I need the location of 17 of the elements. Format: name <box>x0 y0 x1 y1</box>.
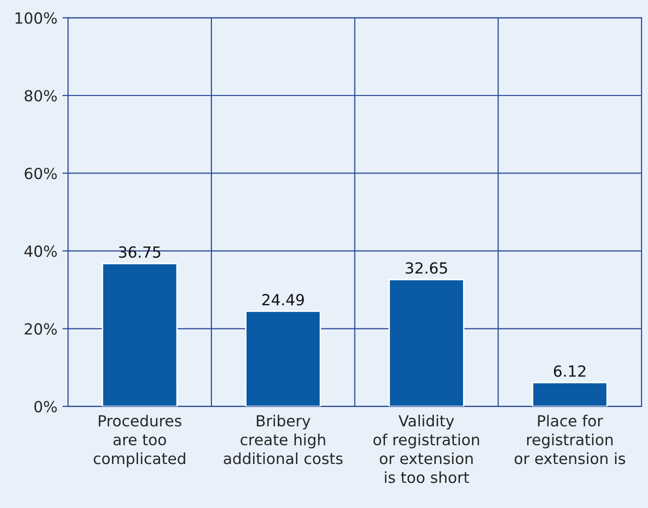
data-label: 6.12 <box>554 365 586 377</box>
y-tick-label: 20% <box>24 323 57 335</box>
data-label: 24.49 <box>262 294 304 306</box>
bar <box>532 382 608 406</box>
x-tick-label: Validity of registration or extension is too short <box>373 414 480 484</box>
bar <box>245 310 322 406</box>
y-tick-label: 80% <box>24 90 57 102</box>
y-tick-label: 100% <box>16 12 57 24</box>
x-tick-label: Bribery create high additional costs <box>224 414 343 464</box>
x-tick-label: Procedures are too complicated <box>94 414 186 468</box>
y-tick-label: 40% <box>24 245 57 257</box>
bar <box>102 262 178 406</box>
x-tick-label: Place for registration or extension is <box>514 414 626 464</box>
y-tick-label: 0% <box>34 400 57 412</box>
y-tick-label: 60% <box>24 168 57 180</box>
bar <box>388 278 464 406</box>
data-label: 32.65 <box>406 262 447 274</box>
